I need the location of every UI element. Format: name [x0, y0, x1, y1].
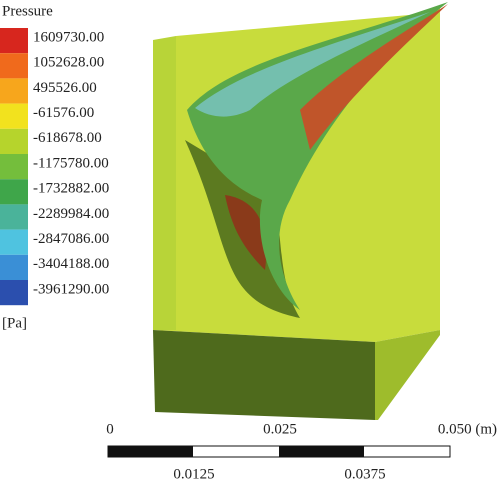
blade-low-pressure	[195, 12, 430, 117]
color-cell	[0, 103, 28, 129]
scale-segment	[108, 446, 193, 457]
level-label: 495526.00	[33, 80, 97, 96]
color-cell	[0, 179, 28, 205]
level-label: -2289984.00	[33, 206, 109, 222]
scale-label: 0.025	[263, 421, 297, 437]
scale-segment	[279, 446, 364, 457]
color-cell	[0, 154, 28, 180]
level-label: -618678.00	[33, 130, 102, 146]
color-cell	[0, 204, 28, 230]
blade-high-pressure	[300, 4, 448, 150]
legend-title: Pressure	[2, 3, 53, 19]
box-bottom	[153, 330, 375, 420]
model	[153, 2, 448, 420]
scale-label: 0	[106, 421, 114, 437]
level-label: -3404188.00	[33, 256, 109, 272]
level-label: 1052628.00	[33, 55, 104, 71]
level-label: -1732882.00	[33, 181, 109, 197]
legend: Pressure [Pa] 1609730.00 1052628.00 495526…	[0, 3, 109, 331]
hot-region	[225, 195, 267, 270]
color-cell	[0, 28, 28, 54]
box-side	[153, 36, 176, 330]
level-label: -61576.00	[33, 105, 94, 121]
scale-label: 0.050 (m)	[438, 421, 497, 437]
color-cell	[0, 53, 28, 79]
color-cell	[0, 254, 28, 280]
level-label: 1609730.00	[33, 29, 104, 45]
level-label: -1175780.00	[33, 155, 109, 171]
color-cell	[0, 128, 28, 154]
level-label: -3961290.00	[33, 281, 109, 297]
color-cell	[0, 229, 28, 255]
color-cell	[0, 78, 28, 104]
box-edge	[375, 330, 440, 420]
scale-label: 0.0375	[344, 466, 385, 482]
scale-bar: 0 0.025 0.050 (m) 0.0125 0.0375	[106, 421, 497, 482]
scale-label: 0.0125	[173, 466, 214, 482]
level-label: -2847086.00	[33, 231, 109, 247]
legend-unit: [Pa]	[2, 315, 27, 331]
color-cell	[0, 280, 28, 306]
